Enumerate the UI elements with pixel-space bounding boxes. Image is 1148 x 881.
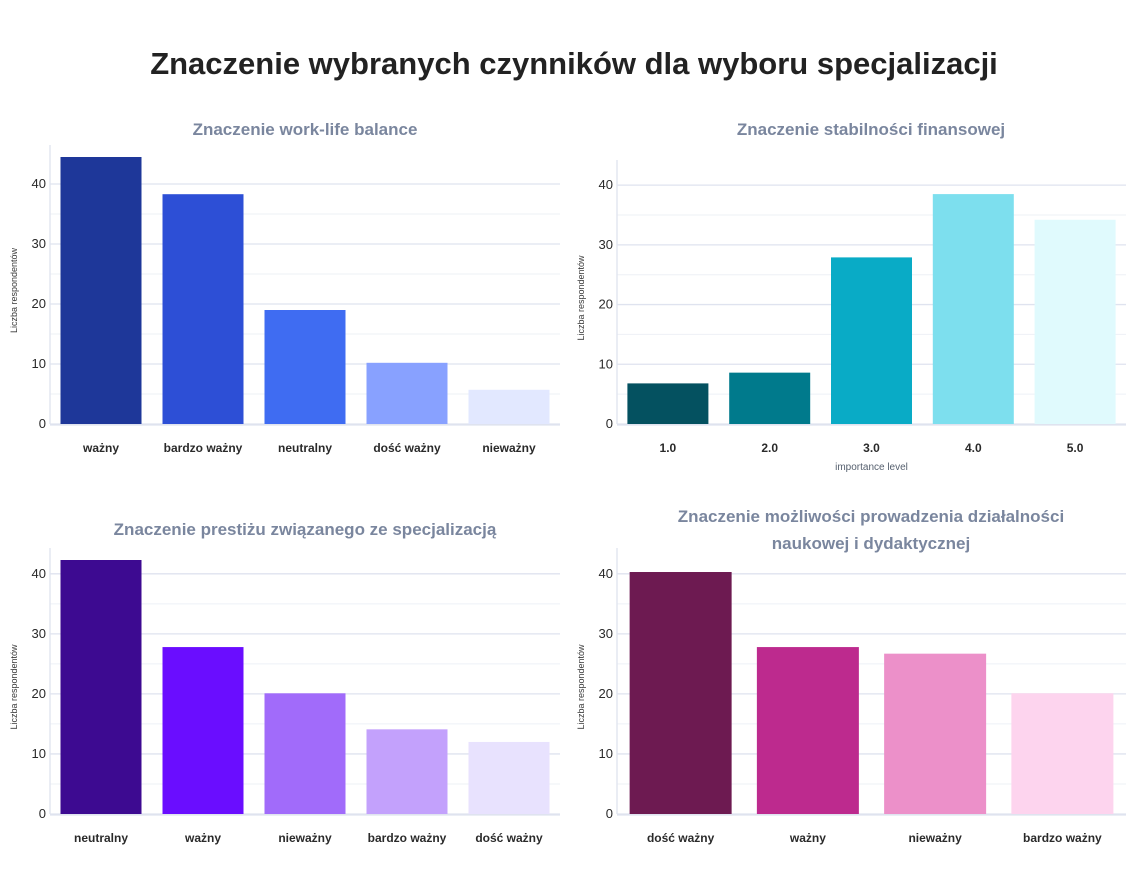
chart-2-category-label: 2.0 bbox=[761, 441, 778, 455]
chart-2-y-tick-label: 0 bbox=[606, 416, 613, 431]
chart-4-category-label: ważny bbox=[789, 831, 826, 845]
chart-1-y-axis-label: Liczba respondentów bbox=[9, 247, 19, 333]
chart-3-category-label: bardzo ważny bbox=[368, 831, 447, 845]
chart-1-y-tick-label: 40 bbox=[32, 176, 46, 191]
chart-2-bar bbox=[1034, 219, 1116, 424]
chart-1-y-tick-label: 30 bbox=[32, 236, 46, 251]
chart-4-category-label: nieważny bbox=[908, 831, 962, 845]
chart-3-bar bbox=[60, 560, 142, 814]
chart-3-category-label: ważny bbox=[184, 831, 221, 845]
chart-3-y-tick-label: 10 bbox=[32, 746, 46, 761]
chart-1-category-label: ważny bbox=[82, 441, 119, 455]
chart-4-category-label: bardzo ważny bbox=[1023, 831, 1102, 845]
chart-3-y-tick-label: 30 bbox=[32, 626, 46, 641]
chart-3-y-tick-label: 0 bbox=[39, 806, 46, 821]
chart-3-y-axis-label: Liczba respondentów bbox=[9, 644, 19, 730]
chart-1-y-tick-label: 10 bbox=[32, 356, 46, 371]
chart-1-bar bbox=[468, 389, 550, 424]
chart-2-category-label: 3.0 bbox=[863, 441, 880, 455]
chart-3-bar bbox=[162, 647, 244, 814]
chart-2-y-axis-label: Liczba respondentów bbox=[576, 255, 586, 341]
chart-1-bar bbox=[60, 157, 142, 424]
chart-4-y-tick-label: 30 bbox=[599, 626, 613, 641]
chart-4-y-tick-label: 40 bbox=[599, 566, 613, 581]
chart-3-y-tick-label: 20 bbox=[32, 686, 46, 701]
chart-3-bar bbox=[468, 741, 550, 814]
chart-2-bar bbox=[831, 257, 912, 424]
chart-2-y-tick-label: 30 bbox=[599, 237, 613, 252]
chart-4-y-tick-label: 10 bbox=[599, 746, 613, 761]
chart-1-category-label: neutralny bbox=[278, 441, 332, 455]
chart-2-category-label: 5.0 bbox=[1067, 441, 1084, 455]
chart-2-category-label: 4.0 bbox=[965, 441, 982, 455]
chart-3-title: Znaczenie prestiżu związanego ze specjal… bbox=[114, 520, 497, 539]
chart-3-y-tick-label: 40 bbox=[32, 566, 46, 581]
chart-4-y-axis-label: Liczba respondentów bbox=[576, 644, 586, 730]
chart-1-category-label: dość ważny bbox=[373, 441, 441, 455]
chart-2-category-label: 1.0 bbox=[660, 441, 677, 455]
chart-1-bar bbox=[162, 194, 244, 424]
chart-1-bar bbox=[264, 310, 346, 424]
chart-2-title: Znaczenie stabilności finansowej bbox=[737, 120, 1005, 139]
chart-4-bar bbox=[629, 572, 732, 814]
chart-4-y-tick-label: 0 bbox=[606, 806, 613, 821]
chart-4-bar bbox=[756, 647, 859, 814]
chart-4-bar bbox=[884, 653, 987, 814]
chart-1-category-label: bardzo ważny bbox=[164, 441, 243, 455]
chart-3-bar bbox=[264, 693, 346, 814]
chart-2-bar bbox=[729, 372, 811, 424]
chart-3-bar bbox=[366, 729, 448, 814]
main-title: Znaczenie wybranych czynników dla wyboru… bbox=[150, 46, 998, 81]
chart-2-bar bbox=[932, 194, 1014, 424]
chart-1-category-label: nieważny bbox=[482, 441, 536, 455]
chart-1-y-tick-label: 0 bbox=[39, 416, 46, 431]
chart-4-title: naukowej i dydaktycznej bbox=[772, 534, 970, 553]
chart-3-category-label: dość ważny bbox=[475, 831, 543, 845]
chart-3-category-label: nieważny bbox=[278, 831, 332, 845]
chart-4-bar bbox=[1011, 693, 1114, 814]
chart-2-x-axis-label: importance level bbox=[835, 462, 908, 473]
chart-1-bar bbox=[366, 362, 448, 424]
chart-3-category-label: neutralny bbox=[74, 831, 128, 845]
chart-4-title: Znaczenie możliwości prowadzenia działal… bbox=[678, 507, 1064, 526]
chart-4-category-label: dość ważny bbox=[647, 831, 715, 845]
chart-2-y-tick-label: 20 bbox=[599, 297, 613, 312]
chart-1-y-tick-label: 20 bbox=[32, 296, 46, 311]
chart-2-y-tick-label: 40 bbox=[599, 177, 613, 192]
chart-2-bar bbox=[627, 383, 709, 424]
chart-1-title: Znaczenie work-life balance bbox=[193, 120, 418, 139]
chart-2-y-tick-label: 10 bbox=[599, 356, 613, 371]
chart-4-y-tick-label: 20 bbox=[599, 686, 613, 701]
